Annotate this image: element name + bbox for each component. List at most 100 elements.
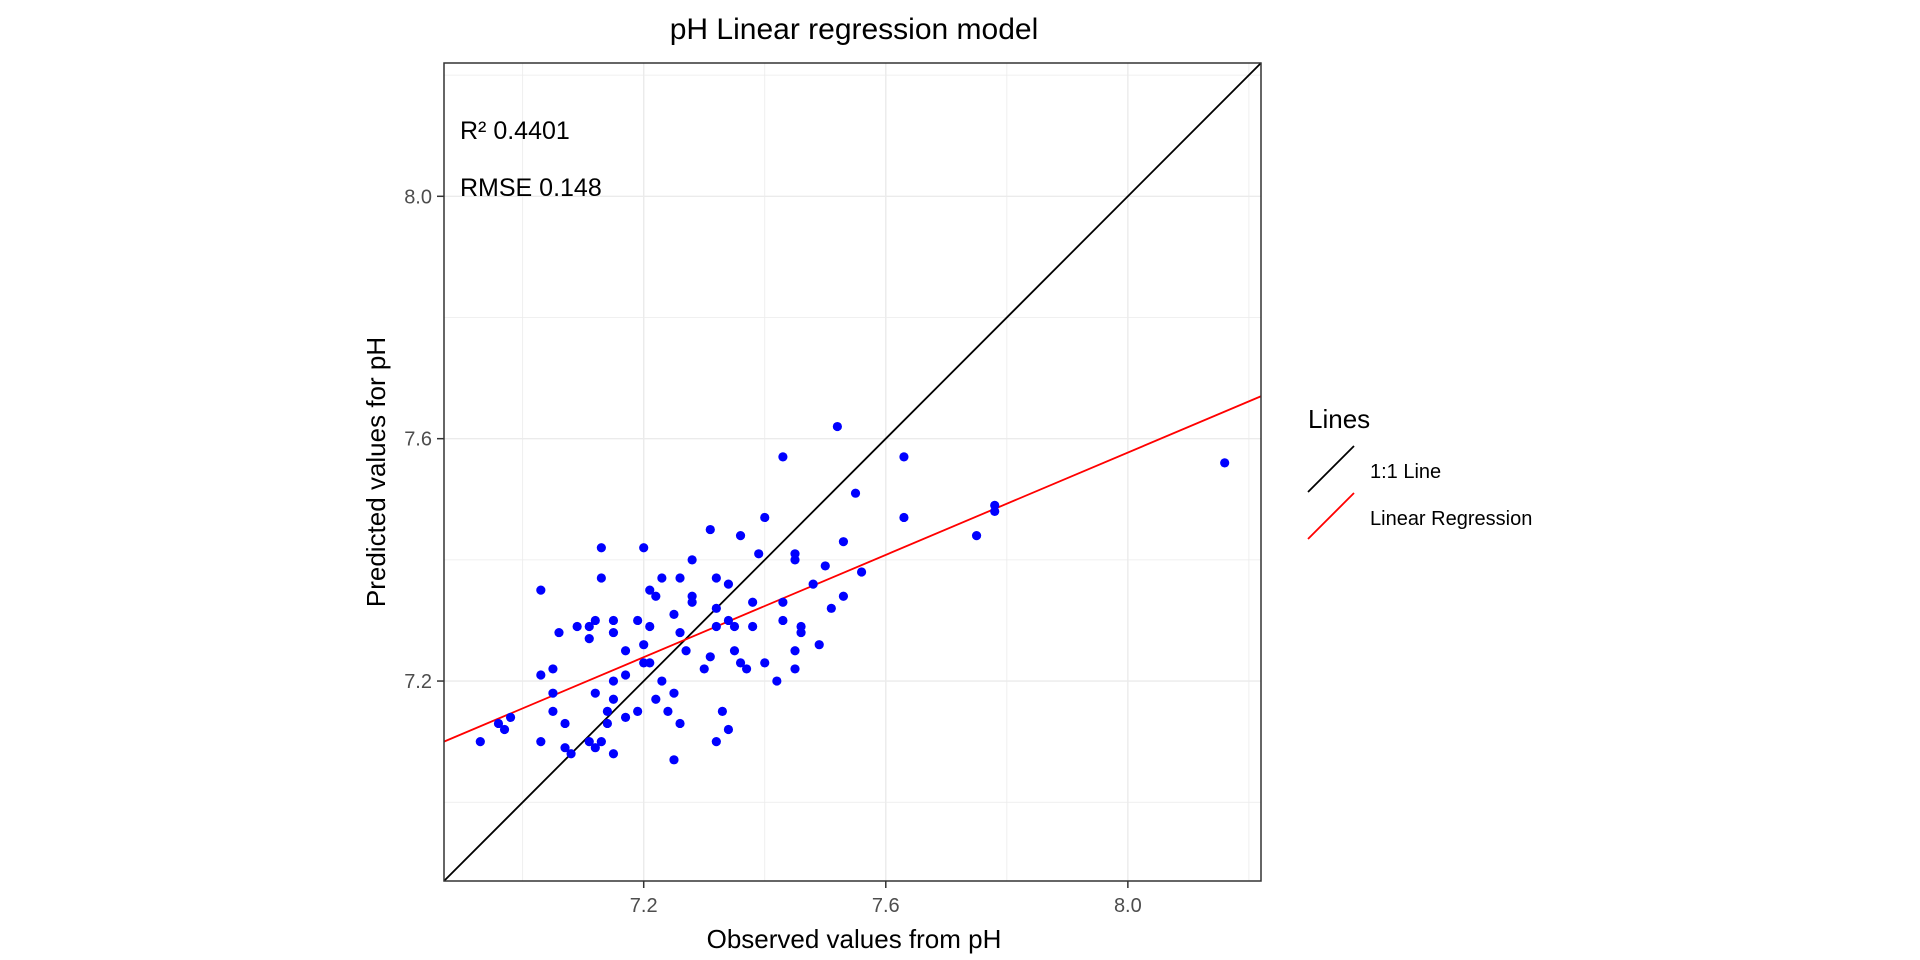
data-point	[536, 670, 546, 680]
grid-lines	[444, 63, 1261, 881]
data-point	[899, 452, 909, 462]
data-point	[838, 591, 849, 601]
data-point	[596, 543, 606, 553]
data-point	[675, 573, 685, 583]
data-point	[590, 743, 600, 753]
series-line-1-1-line	[443, 62, 1262, 882]
data-point	[778, 452, 788, 462]
data-point	[566, 749, 576, 759]
data-point	[741, 664, 752, 674]
data-point	[608, 676, 619, 686]
data-point	[856, 567, 867, 577]
data-point	[554, 627, 564, 638]
x-axis-title: Observed values from pH	[707, 924, 1002, 954]
data-point	[639, 543, 649, 553]
data-point	[651, 694, 661, 704]
data-point	[602, 706, 613, 716]
y-tick-label: 7.2	[404, 671, 432, 693]
data-point	[536, 737, 546, 747]
data-point	[657, 573, 667, 583]
data-point	[548, 706, 558, 716]
data-point	[536, 585, 546, 595]
data-point	[760, 512, 770, 523]
data-point	[748, 597, 758, 607]
data-point	[572, 621, 582, 632]
data-point	[645, 658, 655, 668]
data-point	[729, 621, 740, 632]
data-point	[645, 621, 655, 632]
data-point	[499, 724, 510, 735]
data-point	[675, 718, 685, 729]
data-point	[796, 627, 806, 638]
data-point	[760, 658, 770, 668]
data-point	[633, 615, 643, 626]
legend-label-1-1-line: 1:1 Line	[1370, 461, 1441, 483]
data-point	[608, 615, 619, 626]
data-point	[663, 706, 673, 716]
x-tick-label: 7.2	[630, 895, 658, 917]
data-point	[493, 718, 504, 729]
data-point	[711, 603, 721, 613]
data-point	[778, 597, 788, 607]
data-point	[669, 755, 679, 765]
data-point	[723, 615, 734, 626]
data-point	[723, 579, 734, 589]
data-point	[790, 555, 800, 565]
data-point	[620, 670, 631, 680]
data-point	[754, 549, 764, 559]
data-point	[826, 603, 836, 613]
plot-panel: R² 0.4401 RMSE 0.148	[443, 62, 1262, 882]
data-point	[475, 737, 485, 747]
data-point	[832, 421, 842, 432]
data-point	[560, 718, 570, 729]
series-line-linear-regression	[443, 395, 1262, 743]
x-tick-label: 8.0	[1114, 895, 1142, 917]
data-point	[735, 658, 746, 668]
data-point	[651, 591, 661, 601]
data-point	[608, 694, 619, 704]
data-point	[1220, 458, 1230, 468]
data-point	[590, 615, 600, 626]
data-point	[971, 531, 982, 541]
data-point	[596, 573, 606, 583]
data-point	[584, 634, 594, 644]
data-point	[990, 506, 1000, 516]
y-tick-label: 8.0	[404, 186, 432, 208]
data-point	[669, 609, 679, 619]
data-point	[778, 615, 788, 626]
chart-title: pH Linear regression model	[670, 13, 1039, 46]
data-point	[645, 585, 655, 595]
scatter-points	[475, 421, 1230, 765]
data-point	[772, 676, 782, 686]
data-point	[657, 676, 667, 686]
r2-annotation: R² 0.4401	[460, 117, 570, 145]
data-point	[675, 627, 685, 638]
data-point	[608, 749, 619, 759]
legend-key-linear-regression	[1307, 492, 1355, 540]
legend-label-linear-regression: Linear Regression	[1370, 508, 1532, 530]
data-point	[548, 688, 558, 698]
y-tick-label: 7.6	[404, 429, 432, 451]
data-point	[705, 652, 715, 662]
y-axis-ticks: 7.2 7.6 8.0	[404, 186, 444, 693]
data-point	[560, 743, 570, 753]
data-point	[838, 537, 849, 547]
data-point	[808, 579, 818, 589]
data-point	[620, 646, 631, 656]
data-point	[711, 737, 721, 747]
rmse-annotation: RMSE 0.148	[460, 174, 602, 202]
data-point	[723, 724, 734, 735]
data-point	[820, 561, 830, 571]
y-axis-title: Predicted values for pH	[361, 337, 391, 607]
data-point	[633, 706, 643, 716]
x-tick-label: 7.6	[872, 895, 900, 917]
data-point	[717, 706, 727, 716]
legend-key-1-1-line	[1307, 445, 1355, 493]
data-point	[790, 646, 800, 656]
x-axis-ticks: 7.2 7.6 8.0	[630, 881, 1142, 917]
data-point	[584, 621, 594, 632]
data-point	[602, 718, 613, 729]
data-point	[748, 621, 758, 632]
data-point	[711, 621, 721, 632]
